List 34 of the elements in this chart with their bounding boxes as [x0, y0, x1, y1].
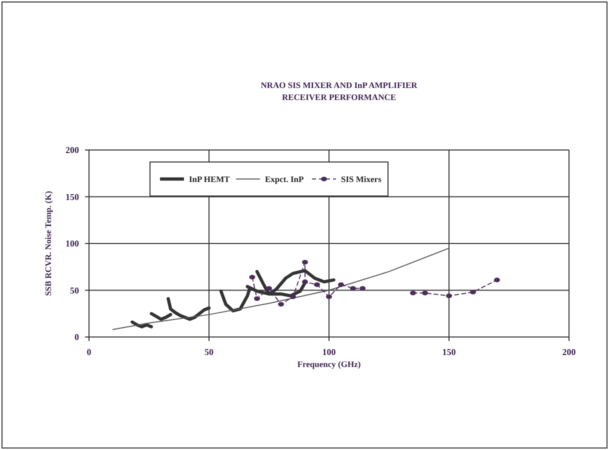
- legend-label: Expct. InP: [265, 174, 304, 184]
- y-tick-label: 0: [74, 332, 80, 342]
- y-tick-label: 150: [66, 192, 80, 202]
- legend-label: InP HEMT: [189, 174, 230, 184]
- point: [446, 294, 452, 298]
- chart-title: NRAO SIS MIXER AND InP AMPLIFIER RECEIVER PERFORMANCE: [260, 80, 418, 102]
- point: [254, 296, 260, 301]
- point: [360, 286, 366, 291]
- point: [314, 282, 320, 287]
- point: [302, 280, 308, 284]
- x-tick-label: 0: [86, 347, 92, 357]
- point: [302, 260, 308, 264]
- line-series: [112, 248, 450, 330]
- y-tick-label: 50: [70, 285, 80, 296]
- x-tick-label: 50: [204, 347, 214, 357]
- y-tick-label: 100: [66, 238, 80, 248]
- point: [266, 286, 272, 291]
- point: [422, 290, 428, 296]
- point: [410, 290, 416, 296]
- point: [494, 278, 500, 282]
- point: [249, 274, 256, 280]
- y-axis-title: SSB RCVR. Noise Temp. (K): [43, 190, 53, 296]
- x-axis-title: Frequency (GHz): [297, 359, 361, 369]
- point: [338, 282, 344, 287]
- point: [350, 286, 356, 291]
- point: [278, 302, 284, 307]
- x-tick-label: 100: [322, 347, 336, 357]
- y-tick-label: 200: [66, 145, 80, 155]
- x-tick-label: 150: [442, 347, 456, 357]
- point: [470, 290, 476, 294]
- legend-label: SIS Mixers: [341, 174, 382, 184]
- point: [290, 294, 296, 300]
- point: [326, 294, 332, 300]
- x-tick-label: 200: [562, 347, 576, 357]
